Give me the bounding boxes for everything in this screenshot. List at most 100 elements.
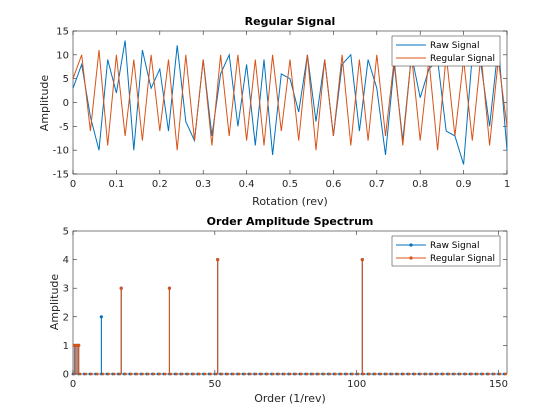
regular-signal-axes: Regular Signal Rotation (rev) Amplitude … (38, 15, 510, 208)
baseline-marker (385, 372, 388, 376)
baseline-marker (237, 372, 241, 376)
bottom-legend: Raw Signal Regular Signal (391, 235, 501, 267)
baseline-marker (441, 372, 445, 376)
baseline-marker (333, 372, 337, 376)
bottom-legend-regular-marker (409, 256, 413, 260)
baseline-marker (316, 372, 320, 376)
top-y-tick-label: 5 (63, 74, 69, 85)
baseline-marker (209, 372, 212, 376)
regular-stem-marker (360, 258, 364, 262)
baseline-marker (231, 372, 235, 376)
bottom-legend-raw-label: Raw Signal (430, 241, 479, 251)
top-y-tick-label: -15 (53, 170, 69, 181)
top-y-axis-label: Amplitude (38, 75, 51, 132)
baseline-marker (163, 372, 167, 376)
baseline-marker (220, 372, 224, 376)
baseline-marker (248, 372, 252, 376)
bottom-x-tick-label: 50 (208, 379, 221, 390)
baseline-marker (78, 372, 82, 376)
baseline-marker (447, 372, 451, 376)
baseline-marker (453, 372, 456, 376)
order-spectrum-axes: Order Amplitude Spectrum Order (1/rev) A… (48, 215, 508, 405)
top-x-tick-label: 0.8 (412, 179, 428, 190)
bottom-legend-regular-label: Regular Signal (430, 254, 495, 264)
baseline-marker (487, 372, 490, 376)
baseline-marker (498, 372, 502, 376)
baseline-marker (322, 372, 326, 376)
baseline-marker (396, 372, 400, 376)
top-x-tick-label: 0.2 (152, 179, 168, 190)
top-x-tick-label: 0.9 (456, 179, 472, 190)
baseline-marker (146, 372, 150, 376)
top-x-tick-label: 0.5 (282, 179, 298, 190)
baseline-marker (260, 372, 264, 376)
bottom-x-tick-label: 100 (347, 379, 366, 390)
regular-stem-marker (72, 343, 77, 347)
baseline-marker (492, 372, 496, 376)
baseline-marker (339, 372, 343, 376)
bottom-y-tick-label: 1 (63, 341, 69, 352)
baseline-marker (101, 372, 105, 376)
baseline-marker (124, 372, 127, 376)
top-x-axis-label: Rotation (rev) (252, 195, 328, 208)
baseline-marker (504, 372, 507, 376)
baseline-marker (413, 372, 417, 376)
baseline-marker (436, 372, 439, 376)
baseline-marker (226, 372, 229, 376)
baseline-marker (351, 372, 354, 376)
baseline-marker (288, 372, 292, 376)
top-legend-regular-label: Regular Signal (430, 54, 495, 64)
bottom-y-tick-label: 3 (63, 284, 69, 295)
baseline-marker (192, 372, 195, 376)
bottom-x-tick-label: 150 (489, 379, 508, 390)
top-x-tick-label: 0.3 (195, 179, 211, 190)
baseline-marker (481, 372, 485, 376)
top-x-tick-label: 0.7 (369, 179, 385, 190)
regular-stem-marker (216, 258, 220, 262)
baseline-marker (135, 372, 139, 376)
baseline-marker (277, 372, 281, 376)
top-y-tick-label: -5 (59, 122, 69, 133)
top-y-tick-label: 15 (56, 27, 69, 38)
baseline-marker (402, 372, 405, 376)
baseline-marker (141, 372, 144, 376)
baseline-marker (214, 372, 218, 376)
baseline-marker (254, 372, 258, 376)
top-y-tick-label: -10 (53, 146, 69, 157)
baseline-marker (90, 372, 93, 376)
top-y-tick-label: 0 (63, 98, 69, 109)
baseline-marker (175, 372, 178, 376)
baseline-marker (197, 372, 201, 376)
baseline-marker (282, 372, 286, 376)
baseline-marker (180, 372, 184, 376)
baseline-marker (271, 372, 275, 376)
regular-stem-marker (119, 286, 123, 290)
baseline-marker (95, 372, 99, 376)
bottom-y-axis-label: Amplitude (48, 274, 61, 331)
baseline-marker (299, 372, 303, 376)
top-chart-title: Regular Signal (245, 15, 336, 28)
baseline-marker (458, 372, 462, 376)
baseline-marker (265, 372, 269, 376)
baseline-marker (158, 372, 161, 376)
regular-signal-line (72, 50, 508, 151)
top-x-tick-label: 1 (504, 179, 510, 190)
baseline-marker (152, 372, 156, 376)
baseline-marker (129, 372, 133, 376)
bottom-x-tick-label: 0 (70, 379, 76, 390)
top-x-tick-label: 0.6 (325, 179, 341, 190)
bottom-legend-box (391, 235, 501, 267)
baseline-marker (390, 372, 394, 376)
bottom-legend-raw-marker (409, 243, 413, 247)
baseline-marker (118, 372, 122, 376)
baseline-marker (84, 372, 88, 376)
bottom-plot-area: 0 50 100 150 0 1 2 3 4 5 (63, 227, 508, 391)
baseline-marker (186, 372, 190, 376)
bottom-y-tick-label: 4 (63, 255, 69, 266)
top-x-tick-label: 0.1 (108, 179, 124, 190)
bottom-chart-title: Order Amplitude Spectrum (207, 215, 374, 228)
baseline-marker (407, 372, 411, 376)
top-legend-box (391, 35, 501, 67)
top-legend: Raw Signal Regular Signal (391, 35, 501, 67)
baseline-marker (379, 372, 383, 376)
